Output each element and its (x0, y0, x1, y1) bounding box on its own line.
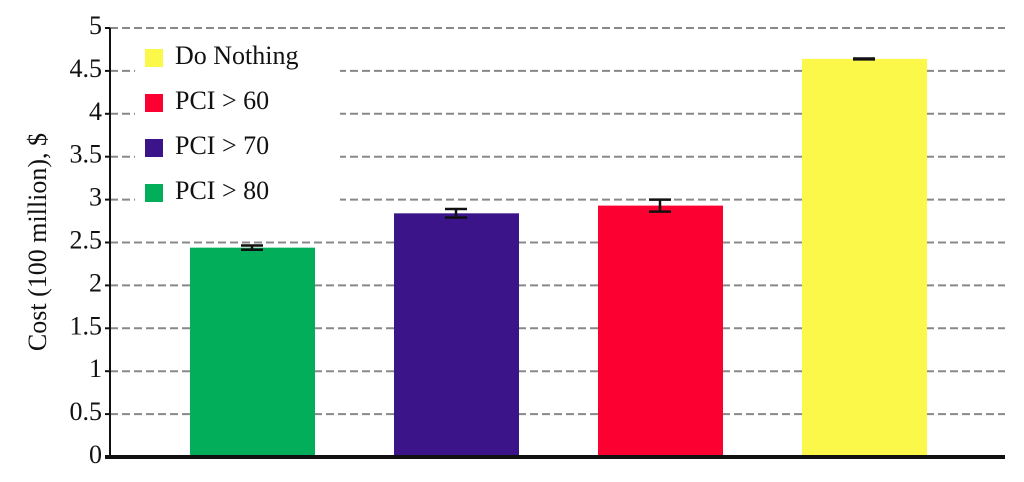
legend-label: PCI > 80 (175, 176, 269, 205)
legend-swatch (145, 49, 163, 67)
legend-swatch (145, 94, 163, 112)
legend-swatch (145, 184, 163, 202)
y-tick-label: 2.5 (70, 225, 103, 254)
y-tick-label: 5 (89, 11, 102, 40)
legend-label: PCI > 60 (175, 86, 269, 115)
bar (394, 213, 519, 457)
y-tick-label: 2 (89, 268, 102, 297)
y-tick-label: 1 (89, 354, 102, 383)
bar (598, 205, 723, 457)
legend-background (135, 36, 340, 216)
legend-label: PCI > 70 (175, 131, 269, 160)
bar (802, 58, 927, 457)
legend-swatch (145, 139, 163, 157)
y-tick-label: 3.5 (70, 140, 103, 169)
y-tick-label: 0 (89, 440, 102, 469)
legend-label: Do Nothing (175, 41, 299, 70)
y-axis-label: Cost (100 million), $ (23, 133, 52, 351)
y-tick-label: 3 (89, 183, 102, 212)
y-tick-label: 4 (89, 97, 102, 126)
y-tick-label: 1.5 (70, 311, 103, 340)
y-tick-label: 0.5 (70, 397, 103, 426)
bar (190, 247, 315, 457)
y-tick-label: 4.5 (70, 54, 103, 83)
